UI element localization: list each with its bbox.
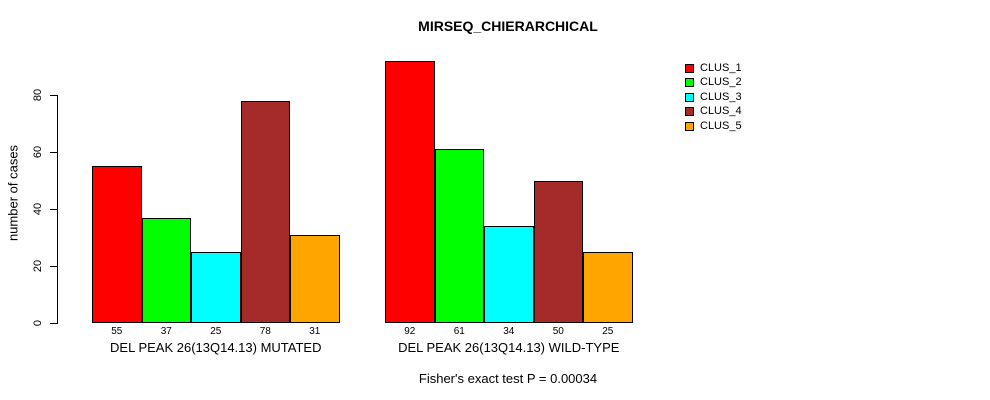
bar-value-label: 61 bbox=[453, 326, 465, 337]
y-axis-tick-label: 80 bbox=[32, 88, 44, 102]
bar-clus_4 bbox=[240, 100, 290, 323]
x-axis-group-label: DEL PEAK 26(13Q14.13) MUTATED bbox=[110, 340, 322, 355]
y-axis-label: number of cases bbox=[5, 144, 21, 242]
y-axis-tick bbox=[50, 208, 57, 210]
bar-value-label: 31 bbox=[309, 326, 321, 337]
legend-swatch-icon bbox=[685, 78, 694, 88]
bar-clus_1 bbox=[92, 166, 142, 323]
bar-value-label: 92 bbox=[404, 326, 416, 337]
chart-title: MIRSEQ_CHIERARCHICAL bbox=[418, 18, 598, 34]
legend-swatch-icon bbox=[685, 63, 694, 73]
y-axis-tick-label: 60 bbox=[32, 145, 44, 159]
bar-value-label: 25 bbox=[210, 326, 222, 337]
bar-clus_5 bbox=[583, 251, 633, 323]
legend-swatch-icon bbox=[685, 92, 694, 102]
bar-value-label: 78 bbox=[259, 326, 271, 337]
legend-item: CLUS_2 bbox=[685, 76, 742, 91]
legend-swatch-icon bbox=[685, 107, 694, 117]
bar-clus_3 bbox=[191, 251, 241, 323]
legend-item-label: CLUS_2 bbox=[700, 76, 742, 89]
y-axis-tick bbox=[50, 265, 57, 267]
statistical-test-annotation: Fisher's exact test P = 0.00034 bbox=[418, 371, 598, 386]
legend-item: CLUS_1 bbox=[685, 61, 742, 76]
legend-item-label: CLUS_4 bbox=[700, 105, 742, 118]
bar-clus_4 bbox=[533, 180, 583, 323]
bar-clus_3 bbox=[484, 226, 534, 323]
bar-clus_5 bbox=[290, 234, 340, 323]
bar-value-label: 55 bbox=[111, 326, 123, 337]
bar-clus_2 bbox=[434, 149, 484, 323]
y-axis-tick-label: 20 bbox=[32, 259, 44, 273]
legend-item-label: CLUS_3 bbox=[700, 90, 742, 103]
legend-swatch-icon bbox=[685, 121, 694, 131]
y-axis-tick-label: 40 bbox=[32, 202, 44, 216]
bar-value-label: 50 bbox=[552, 326, 564, 337]
y-axis-tick bbox=[50, 94, 57, 96]
legend-item-label: CLUS_5 bbox=[700, 119, 742, 132]
legend: CLUS_1 CLUS_2 CLUS_3 CLUS_4 CLUS_5 bbox=[685, 61, 742, 134]
legend-item: CLUS_5 bbox=[685, 119, 742, 134]
y-axis-tick bbox=[50, 151, 57, 153]
legend-item: CLUS_3 bbox=[685, 90, 742, 105]
bar-value-label: 34 bbox=[503, 326, 515, 337]
y-axis-tick-label: 0 bbox=[32, 319, 44, 327]
legend-item-label: CLUS_1 bbox=[700, 61, 742, 74]
legend-item: CLUS_4 bbox=[685, 105, 742, 120]
bar-value-label: 25 bbox=[602, 326, 614, 337]
bar-clus_1 bbox=[385, 60, 435, 323]
bar-clus_2 bbox=[141, 217, 191, 323]
y-axis-tick bbox=[50, 322, 57, 324]
y-axis-line bbox=[57, 95, 58, 324]
x-axis-group-label: DEL PEAK 26(13Q14.13) WILD-TYPE bbox=[398, 340, 620, 355]
bar-value-label: 37 bbox=[160, 326, 172, 337]
